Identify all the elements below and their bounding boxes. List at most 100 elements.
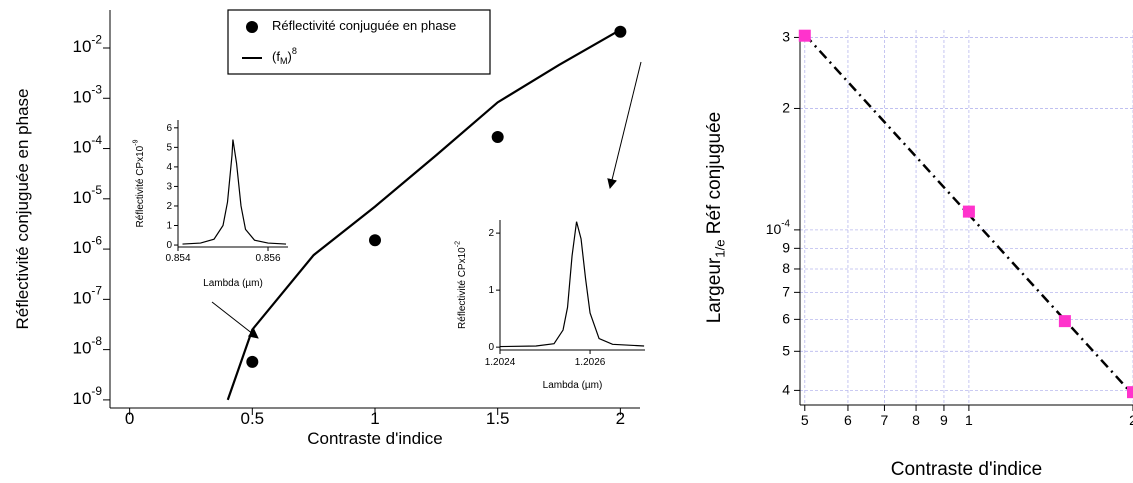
y-axis-label-part: Réflectivité conjuguée en phase	[13, 89, 32, 330]
tick-label-part: 8	[912, 412, 920, 428]
tick-label-part: -9	[91, 384, 102, 398]
data-point	[962, 205, 975, 218]
tick-label-part: 10	[73, 138, 92, 157]
data-point	[1127, 386, 1133, 399]
tick-label: 6	[844, 412, 852, 428]
tick-label-part: 4	[166, 162, 172, 173]
tick-label: 2	[1129, 412, 1133, 428]
tick-label: 2	[166, 201, 172, 212]
tick-label: 8	[782, 260, 790, 276]
tick-label-part: 6	[844, 412, 852, 428]
y-axis-label-part: Largeur	[704, 257, 725, 323]
tick-label: 5	[801, 412, 809, 428]
data-line	[182, 139, 287, 245]
tick-label-part: -3	[91, 83, 102, 97]
tick-label-part: 5	[782, 342, 790, 358]
y-axis-label-part: Réflectivité CPx10	[457, 247, 468, 329]
tick-label-part: 6	[782, 310, 790, 326]
tick-label-part: 10	[73, 289, 92, 308]
tick-label: 0.5	[240, 409, 264, 428]
tick-label: 10-7	[73, 284, 103, 308]
tick-label: 0.854	[165, 253, 190, 264]
tick-label-part: -4	[91, 133, 102, 147]
tick-label: 4	[782, 381, 790, 397]
legend-label: (fM)8	[272, 47, 297, 67]
tick-label-part: 3	[782, 28, 790, 44]
data-point	[369, 234, 381, 247]
tick-label-part: 2	[782, 99, 790, 115]
tick-label-part: 5	[801, 412, 809, 428]
tick-label-part: 2	[616, 409, 625, 428]
tick-label: 10-6	[73, 234, 103, 258]
y-axis-label-part: 1/e	[712, 239, 727, 258]
tick-label: 5	[166, 142, 172, 153]
tick-label-part: 9	[782, 239, 790, 255]
tick-label-part: -2	[91, 32, 102, 46]
x-axis-label: Contraste d'indice	[891, 459, 1043, 480]
legend-label-part: (f	[272, 49, 280, 64]
legend-label-part: 8	[292, 47, 297, 57]
tick-label: 1	[166, 220, 172, 231]
tick-label-part: 7	[881, 412, 889, 428]
y-axis-label: Réflectivité conjuguée en phase	[13, 89, 32, 330]
x-axis-label: Lambda (µm)	[543, 380, 603, 391]
data-point	[1058, 315, 1071, 328]
tick-label-part: 10	[73, 339, 92, 358]
tick-label: 2	[616, 409, 625, 428]
tick-label-part: 1.2026	[575, 357, 606, 368]
tick-label-part: 0.5	[240, 409, 264, 428]
tick-label-part: -7	[91, 284, 102, 298]
tick-label: 1	[370, 409, 379, 428]
tick-label-part: 0	[125, 409, 134, 428]
tick-label-part: 9	[940, 412, 948, 428]
tick-label-part: 1	[370, 409, 379, 428]
tick-label-part: -5	[91, 183, 102, 197]
tick-label: 2	[488, 228, 494, 239]
tick-label: 4	[166, 162, 172, 173]
tick-label-part: 7	[782, 283, 790, 299]
annotation-arrow	[607, 61, 642, 189]
tick-label: 9	[782, 239, 790, 255]
tick-label: 5	[782, 342, 790, 358]
data-point	[798, 29, 811, 42]
tick-label: 10-4	[73, 133, 103, 157]
tick-label-part: 10	[73, 37, 92, 56]
tick-label-part: 10	[73, 389, 92, 408]
tick-label-part: 10	[73, 88, 92, 107]
x-axis-label-part: Contraste d'indice	[307, 429, 443, 448]
tick-label: 8	[912, 412, 920, 428]
tick-label: 6	[782, 310, 790, 326]
data-point	[246, 355, 259, 368]
legend-label: Réflectivité conjuguée en phase	[272, 18, 456, 33]
x-axis-label-part: Lambda (µm)	[203, 278, 263, 289]
tick-label: 10-9	[73, 384, 103, 408]
tick-label: 10-4	[766, 218, 791, 236]
y-axis-label: Réflectivité CPx10-2	[454, 241, 467, 329]
tick-label-part: 2	[1129, 412, 1133, 428]
tick-label-part: 1	[488, 285, 494, 296]
tick-label-part: -8	[91, 334, 102, 348]
tick-label: 7	[881, 412, 889, 428]
tick-label: 1	[488, 285, 494, 296]
tick-label: 6	[166, 122, 172, 133]
tick-label: 10-2	[73, 32, 103, 56]
y-axis-label-part: Réf conjuguée	[704, 112, 725, 235]
tick-label-part: 0	[488, 342, 494, 353]
y-axis-label-part: Réflectivité CPx10	[135, 145, 146, 227]
tick-label-part: 10	[73, 239, 92, 258]
data-point	[614, 25, 627, 38]
tick-label-part: 2	[488, 228, 494, 239]
tick-label-part: 1.2024	[485, 357, 516, 368]
tick-label-part: -6	[91, 234, 102, 248]
data-line	[226, 28, 621, 401]
x-axis-label-part: Contraste d'indice	[891, 459, 1043, 480]
tick-label: 0	[125, 409, 134, 428]
tick-label-part: 4	[782, 381, 790, 397]
legend-label-part: )	[288, 49, 292, 64]
tick-label-part: 0	[166, 240, 172, 251]
tick-label: 1.2026	[575, 357, 606, 368]
tick-label-part: 0.854	[165, 253, 190, 264]
legend-box	[227, 9, 491, 75]
